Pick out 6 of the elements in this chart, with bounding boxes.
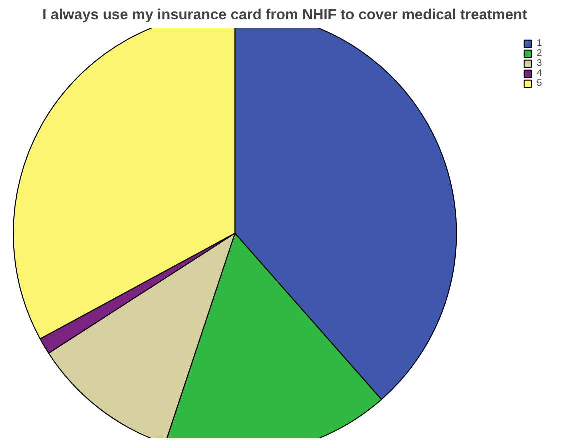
legend-label: 4	[537, 68, 544, 78]
chart-title: I always use my insurance card from NHIF to cover medical treatment	[42, 8, 528, 24]
legend-label: 3	[537, 58, 544, 68]
legend-label: 1	[537, 38, 544, 48]
legend-label: 2	[537, 48, 544, 58]
legend-label: 5	[537, 78, 544, 88]
